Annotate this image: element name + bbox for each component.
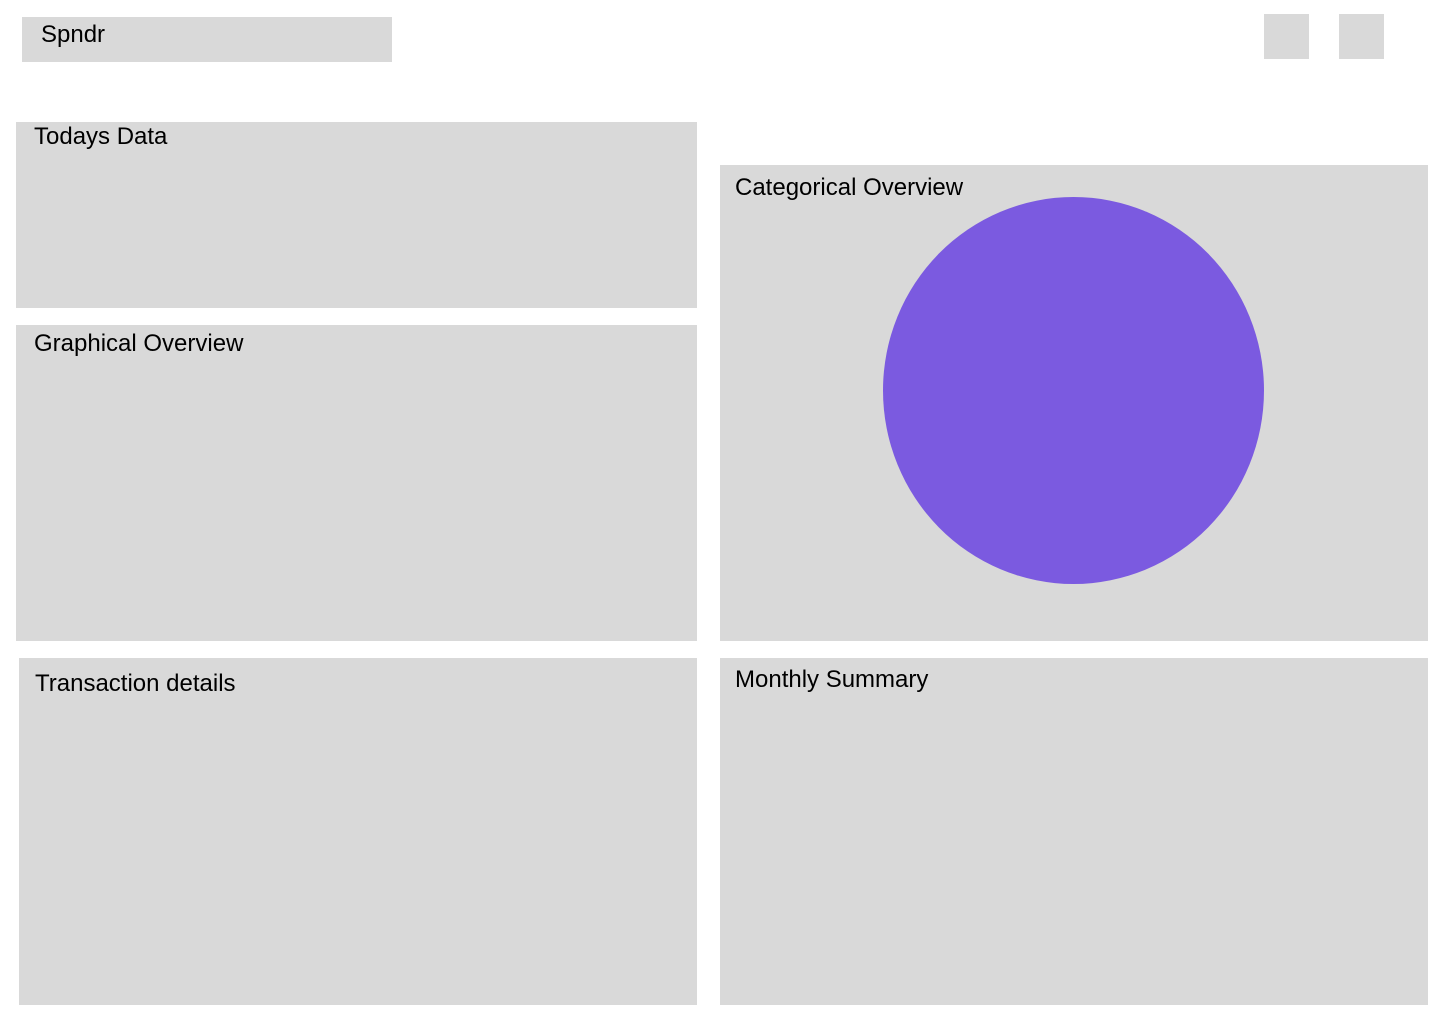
monthly-summary-title: Monthly Summary	[735, 666, 929, 693]
app-logo: Spndr	[22, 17, 392, 62]
monthly-summary-panel: Monthly Summary	[720, 658, 1428, 1005]
header-button-2[interactable]	[1339, 14, 1384, 59]
transaction-details-panel: Transaction details	[19, 658, 697, 1005]
app-name: Spndr	[41, 21, 106, 48]
graphical-overview-title: Graphical Overview	[34, 330, 244, 357]
transaction-details-title: Transaction details	[35, 670, 236, 697]
todays-data-title: Todays Data	[34, 123, 168, 150]
categorical-overview-title: Categorical Overview	[735, 174, 964, 201]
categorical-overview-panel: Categorical Overview	[720, 165, 1428, 641]
header-button-1[interactable]	[1264, 14, 1309, 59]
graphical-overview-panel: Graphical Overview	[16, 325, 697, 641]
todays-data-panel: Todays Data	[16, 122, 697, 308]
category-pie-chart	[883, 197, 1264, 584]
